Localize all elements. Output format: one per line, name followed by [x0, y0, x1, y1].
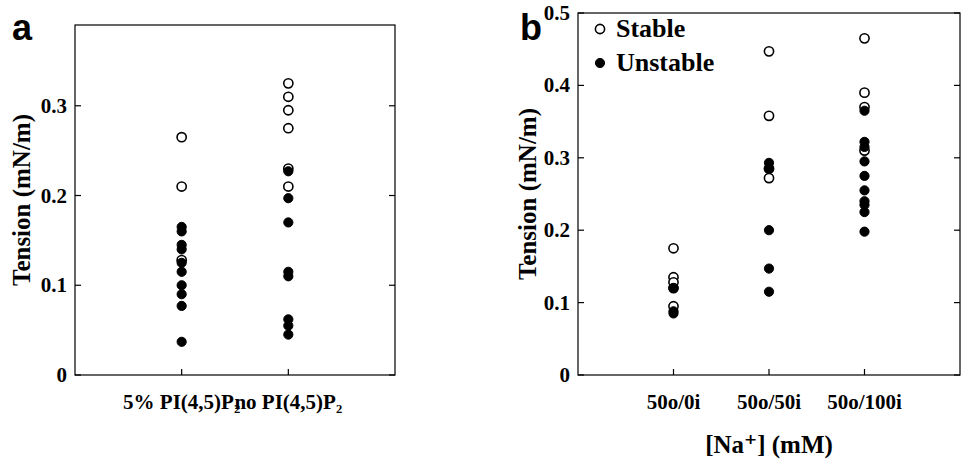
point [284, 272, 293, 281]
y-tick-right [954, 157, 960, 158]
point [284, 124, 293, 133]
plot-frame [75, 25, 395, 375]
point [764, 287, 773, 296]
x-tick [768, 369, 769, 375]
point [177, 281, 186, 290]
y-tick [578, 12, 584, 13]
x-tick-label: 50o/50i [737, 390, 801, 414]
point [860, 88, 869, 97]
point [177, 337, 186, 346]
point [860, 171, 869, 180]
y-tick-label: 0.5 [544, 1, 570, 25]
y-tick [75, 195, 81, 196]
point [764, 173, 773, 182]
point [177, 301, 186, 310]
y-tick-label: 0.1 [41, 273, 67, 297]
x-axis-label: [Na⁺] (mM) [705, 431, 833, 459]
y-tick [578, 302, 584, 303]
y-tick-right [389, 195, 395, 196]
point [860, 106, 869, 115]
point [177, 245, 186, 254]
panel-letter: a [12, 7, 33, 48]
y-tick-label: 0.2 [41, 184, 67, 208]
y-tick [578, 374, 584, 375]
point [860, 157, 869, 166]
y-tick-label: 0.2 [544, 218, 570, 242]
legend-marker [595, 58, 604, 67]
point [284, 321, 293, 330]
y-tick-label: 0 [57, 363, 68, 387]
point [764, 264, 773, 273]
point [284, 218, 293, 227]
x-tick [181, 369, 182, 375]
y-tick-label: 0.3 [41, 94, 67, 118]
x-tick-label: no PI(4,5)P₂ [234, 390, 342, 414]
point [764, 164, 773, 173]
legend-marker [595, 24, 604, 33]
point [860, 34, 869, 43]
y-tick [75, 285, 81, 286]
point [284, 92, 293, 101]
point [177, 258, 186, 267]
panel-letter: b [520, 7, 542, 48]
x-tick-label: 5% PI(4,5)P₂ [123, 390, 240, 414]
point [860, 208, 869, 217]
points [177, 79, 293, 347]
point [177, 267, 186, 276]
x-tick [288, 369, 289, 375]
y-tick [578, 230, 584, 231]
point [284, 167, 293, 176]
y-tick-label: 0 [560, 363, 571, 387]
y-tick-right [389, 105, 395, 106]
y-tick-right [954, 230, 960, 231]
y-tick-right [954, 302, 960, 303]
y-tick [75, 374, 81, 375]
point [764, 111, 773, 120]
point [177, 182, 186, 191]
legend-label: Stable [616, 14, 685, 43]
y-tick-right [389, 285, 395, 286]
legend-label: Unstable [616, 48, 714, 77]
y-tick [75, 105, 81, 106]
point [284, 79, 293, 88]
point [177, 227, 186, 236]
y-axis-label: Tension (mN/m) [8, 114, 36, 286]
point [177, 133, 186, 142]
point [860, 186, 869, 195]
plot-frame [578, 13, 960, 375]
point [860, 142, 869, 151]
y-tick-right [389, 374, 395, 375]
point [764, 226, 773, 235]
x-tick-label: 50o/0i [647, 390, 701, 414]
point [860, 227, 869, 236]
point [669, 244, 678, 253]
point [177, 290, 186, 299]
y-tick-label: 0.3 [544, 146, 570, 170]
y-tick-right [954, 374, 960, 375]
point [669, 284, 678, 293]
figure: a Tension (mN/m) 0 0.1 0.2 0.3 5% PI(4,5)P₂no … [0, 0, 977, 468]
y-tick-right [954, 12, 960, 13]
point [284, 194, 293, 203]
point [284, 330, 293, 339]
x-tick [673, 369, 674, 375]
point [764, 164, 773, 173]
x-tick-label: 50o/100i [827, 390, 902, 414]
point [284, 106, 293, 115]
point [284, 182, 293, 191]
point [669, 284, 678, 293]
y-tick-right [954, 85, 960, 86]
y-tick-label: 0.4 [544, 73, 571, 97]
point [764, 47, 773, 56]
x-tick [864, 369, 865, 375]
y-tick [578, 157, 584, 158]
y-tick [578, 85, 584, 86]
y-axis-label: Tension (mN/m) [514, 108, 542, 280]
y-tick-label: 0.1 [544, 291, 570, 315]
point [669, 309, 678, 318]
